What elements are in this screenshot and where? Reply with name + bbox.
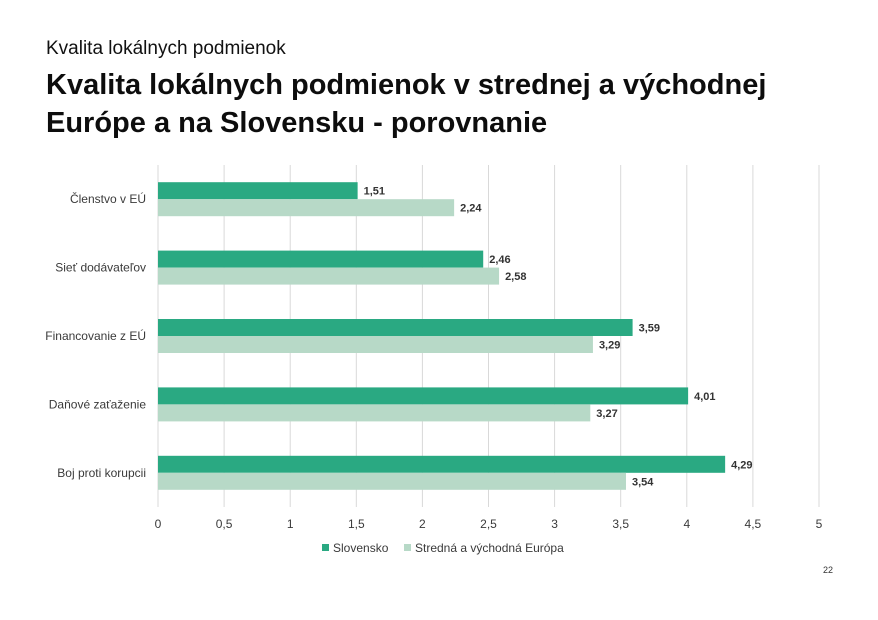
value-label: 3,29	[599, 340, 620, 352]
value-labels: 1,51 2,24 2,46 2,58 3,59 3,29 4,01 3,27 4,29 3,54	[364, 186, 753, 489]
value-label: 2,58	[505, 271, 526, 283]
value-label: 4,29	[731, 459, 752, 471]
legend-swatch	[404, 544, 411, 551]
value-label: 3,27	[596, 408, 617, 420]
value-label: 4,01	[694, 391, 715, 403]
bar-stredna-vychodna-europa	[158, 404, 591, 422]
category-label: Členstvo v EÚ	[70, 191, 146, 206]
x-tick-label: 4	[683, 517, 690, 531]
category-labels: Členstvo v EÚ Sieť dodávateľov Financovani…	[45, 191, 146, 480]
x-tick-label: 0	[155, 517, 162, 531]
value-label: 2,46	[489, 254, 510, 266]
x-tick-label: 2,5	[480, 517, 497, 531]
value-label: 2,24	[460, 203, 482, 215]
legend: Slovensko Stredná a východná Európa	[322, 541, 564, 555]
x-tick-label: 5	[816, 517, 823, 531]
legend-label: Slovensko	[333, 541, 389, 555]
bar-slovensko	[158, 387, 689, 405]
category-label: Financovanie z EÚ	[45, 328, 146, 343]
value-label: 3,54	[632, 476, 654, 488]
x-tick-label: 3	[551, 517, 558, 531]
category-label: Daňové zaťaženie	[49, 397, 147, 411]
bar-slovensko	[158, 182, 358, 200]
value-label: 1,51	[364, 186, 385, 198]
bar-slovensko	[158, 319, 633, 336]
x-tick-label: 3,5	[612, 517, 629, 531]
bar-stredna-vychodna-europa	[158, 472, 626, 490]
page-number: 22	[823, 565, 834, 575]
x-tick-label: 4,5	[745, 517, 762, 531]
x-axis-tick-labels: 0 0,5 1 1,5 2 2,5 3 3,5 4 4,5 5	[155, 517, 823, 531]
x-tick-label: 2	[419, 517, 426, 531]
bar-stredna-vychodna-europa	[158, 336, 593, 353]
legend-swatch	[322, 544, 329, 551]
legend-label: Stredná a východná Európa	[415, 541, 564, 555]
bars	[158, 182, 726, 490]
bar-slovensko	[158, 250, 484, 268]
category-label: Boj proti korupcii	[57, 466, 146, 480]
bar-stredna-vychodna-europa	[158, 267, 500, 285]
x-tick-label: 1	[287, 517, 294, 531]
value-label: 3,59	[639, 323, 660, 335]
chart-subtitle: Kvalita lokálnych podmienok	[46, 38, 286, 59]
x-tick-label: 0,5	[216, 517, 233, 531]
bar-slovensko	[158, 455, 726, 473]
chart-title: Kvalita lokálnych podmienok v strednej a…	[46, 69, 767, 139]
x-tick-label: 1,5	[348, 517, 365, 531]
category-label: Sieť dodávateľov	[55, 261, 146, 275]
bar-stredna-vychodna-europa	[158, 199, 455, 217]
